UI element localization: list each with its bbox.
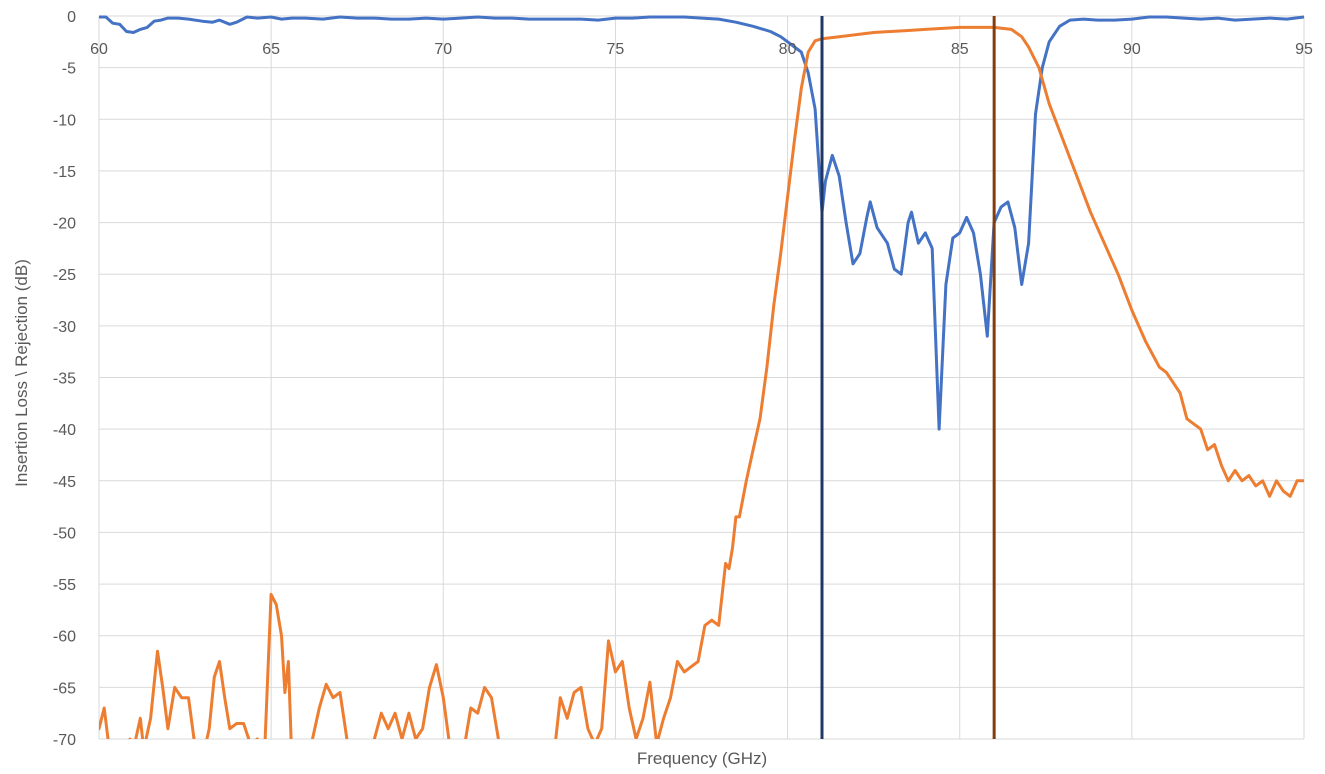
y-tick-labels: 0 -5 -10 -15 -20 -25 -30 -35 -40 -45 -50 -55 -60 -65 -…	[53, 9, 76, 749]
y-tick-label: -40	[53, 422, 76, 439]
x-tick-label: 85	[951, 41, 969, 58]
series-line-1	[99, 15, 1304, 431]
y-tick-label: -35	[53, 371, 76, 388]
y-axis-title: Insertion Loss \ Rejection (dB)	[12, 259, 31, 487]
x-axis-title: Frequency (GHz)	[637, 749, 767, 768]
y-tick-label: -25	[53, 267, 76, 284]
y-tick-label: 0	[67, 9, 76, 26]
series-layer	[99, 15, 1304, 739]
x-tick-label: 70	[434, 41, 452, 58]
y-tick-label: -10	[53, 112, 76, 129]
y-tick-label: -30	[53, 319, 76, 336]
y-tick-label: -50	[53, 525, 76, 542]
x-tick-label: 90	[1123, 41, 1141, 58]
y-tick-label: -65	[53, 680, 76, 697]
series-line-2	[99, 25, 1304, 739]
x-tick-labels: 60 65 70 75 80 85 90 95	[90, 41, 1313, 58]
y-tick-label: -45	[53, 474, 76, 491]
y-tick-label: -20	[53, 216, 76, 233]
x-tick-label: 75	[607, 41, 625, 58]
x-tick-label: 95	[1295, 41, 1313, 58]
y-tick-label: -60	[53, 629, 76, 646]
x-tick-label: 60	[90, 41, 108, 58]
marker-layer	[820, 16, 996, 739]
y-tick-label: -15	[53, 164, 76, 181]
y-tick-label: -70	[53, 732, 76, 749]
y-tick-label: -5	[62, 61, 76, 78]
x-tick-label: 80	[779, 41, 797, 58]
x-tick-label: 65	[262, 41, 280, 58]
y-tick-label: -55	[53, 577, 76, 594]
